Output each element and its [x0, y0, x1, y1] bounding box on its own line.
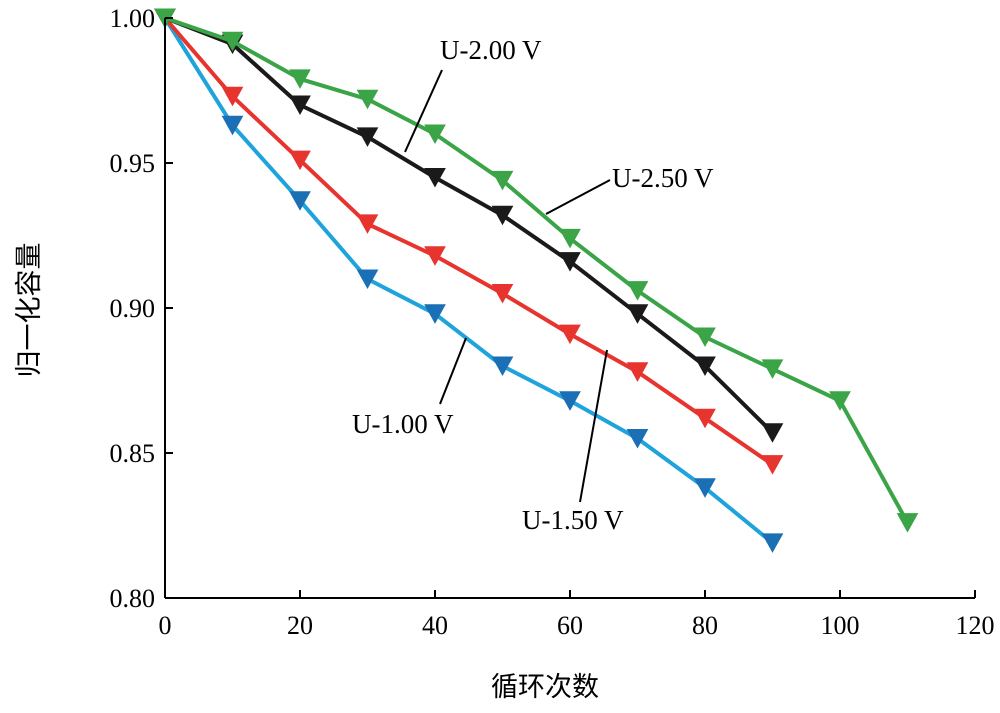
x-tick-label: 0 [159, 611, 172, 640]
data-point [761, 533, 784, 553]
y-tick-label: 0.85 [110, 439, 156, 468]
data-point [424, 168, 446, 188]
data-point [424, 124, 446, 145]
data-point [356, 127, 379, 147]
annotation-label: U-1.00 V [352, 409, 454, 439]
series-u-1-50-v [154, 8, 784, 475]
data-point [289, 150, 311, 171]
x-tick-label: 40 [422, 611, 448, 640]
y-tick-label: 1.00 [110, 4, 156, 33]
data-point [694, 408, 716, 429]
data-point [356, 269, 379, 290]
annotation-leader-line [545, 179, 611, 215]
data-point [221, 115, 244, 136]
annotation-u-1-50-v: U-1.50 V [522, 349, 624, 535]
data-point [424, 246, 446, 266]
data-point [626, 281, 649, 301]
series-u-1-00-v [154, 8, 784, 553]
y-tick-label: 0.80 [110, 584, 156, 613]
data-point [694, 356, 716, 377]
series-u-2-50-v [154, 8, 919, 533]
data-point [626, 362, 649, 382]
annotations: U-2.00 V U-2.50 V U-1.00 V U-1.50 V [352, 35, 714, 535]
x-tick-label: 20 [287, 611, 313, 640]
annotation-leader-line [404, 69, 443, 153]
data-point [289, 95, 311, 116]
data-point [626, 429, 649, 449]
annotation-label: U-2.00 V [440, 35, 542, 65]
x-axis-title: 循环次数 [491, 672, 599, 703]
data-point [491, 284, 514, 304]
x-tick-label: 120 [956, 611, 995, 640]
data-point [491, 356, 514, 377]
data-point [626, 304, 649, 324]
data-point [221, 86, 244, 107]
data-point [761, 423, 784, 443]
annotation-label: U-2.50 V [612, 163, 714, 193]
data-point [289, 191, 311, 211]
x-tick-label: 60 [557, 611, 583, 640]
annotation-leader-line [439, 337, 467, 405]
annotation-leader-line [579, 349, 608, 503]
data-point [356, 214, 379, 234]
data-point [491, 205, 514, 226]
data-point [761, 359, 784, 379]
data-point [761, 455, 784, 475]
y-tick-label: 0.95 [110, 149, 156, 178]
data-point [559, 228, 581, 249]
series-line [164, 16, 774, 435]
annotation-u-1-00-v: U-1.00 V [352, 337, 467, 439]
y-ticks: 0.80 0.85 0.90 0.95 1.00 [110, 4, 173, 613]
series-line [163, 16, 774, 545]
data-point [424, 304, 446, 324]
annotation-label: U-1.50 V [522, 505, 624, 535]
data-point [356, 89, 379, 110]
data-point [559, 391, 581, 411]
data-point [896, 513, 919, 533]
x-tick-label: 80 [692, 611, 718, 640]
data-point [289, 69, 311, 89]
series-line [164, 16, 910, 524]
y-axis-title: 归一化容量 [14, 243, 45, 378]
y-tick-label: 0.90 [110, 294, 156, 323]
data-point [559, 252, 581, 272]
series-line [163, 16, 774, 467]
data-point [559, 324, 581, 345]
plot-area [154, 8, 919, 553]
data-point [491, 170, 514, 191]
data-point [694, 327, 716, 348]
annotation-u-2-00-v: U-2.00 V [404, 35, 542, 153]
x-ticks: 0 20 40 60 80 100 120 [159, 590, 995, 640]
data-point [829, 391, 851, 411]
data-point [694, 478, 716, 498]
series-u-2-00-v [154, 8, 784, 443]
x-tick-label: 100 [821, 611, 860, 640]
annotation-u-2-50-v: U-2.50 V [545, 163, 714, 215]
data-point [221, 31, 244, 52]
